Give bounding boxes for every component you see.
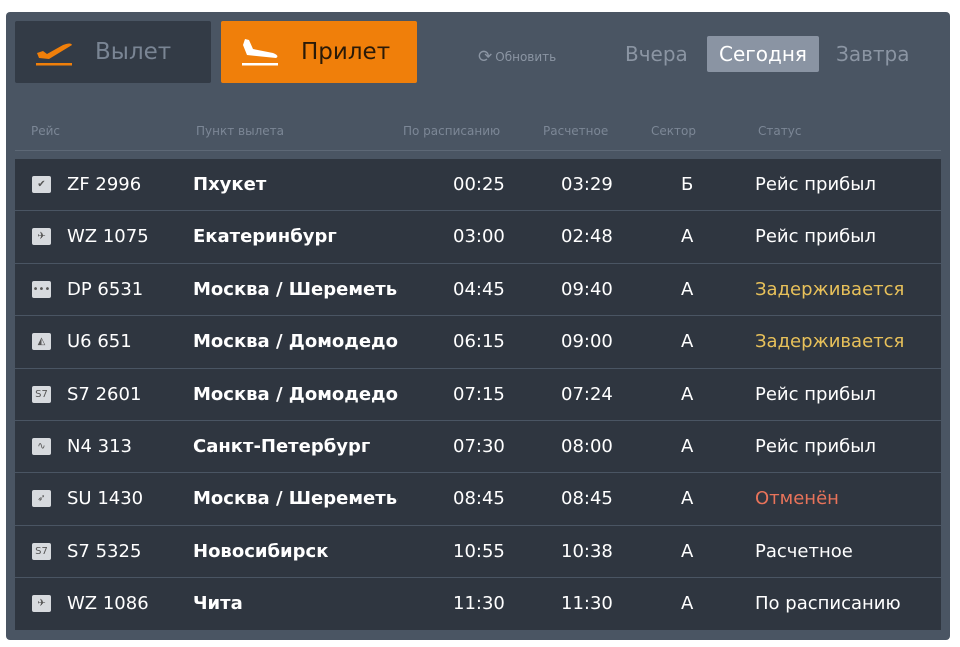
table-row[interactable]: S7 S7 2601 Москва / Домодедово 07:15 07:… [15,368,941,421]
flight-number: WZ 1075 [67,226,149,248]
arrival-plane-icon [242,39,278,66]
origin-city: Пхукет [193,174,267,195]
refresh-icon: ⟳ [478,47,493,67]
flight-number: DP 6531 [67,278,144,300]
estimated-time: 08:45 [561,488,613,510]
col-status: Статус [758,124,802,138]
table-row[interactable]: ◭ U6 651 Москва / Домодедово 06:15 09:00… [15,316,941,369]
flight-number: S7 2601 [67,383,142,405]
col-sector: Сектор [651,124,696,138]
table-row[interactable]: ∿ N4 313 Санкт-Петербург 07:30 08:00 А Р… [15,420,941,474]
flight-number: U6 651 [67,331,132,353]
sector: А [681,593,694,615]
scheduled-time: 10:55 [453,540,505,562]
table-row[interactable]: ✔ ZF 2996 Пхукет 00:25 03:29 Б Рейс приб… [15,159,941,212]
wave-logo-icon: ∿ [32,437,51,455]
scheduled-time: 03:00 [453,226,505,248]
tab-arrival-label: Прилет [301,39,391,65]
status-text: Задерживается [755,278,905,300]
origin-city: Санкт-Петербург [193,435,371,457]
table-row[interactable]: ✈ WZ 1075 Екатеринбург 03:00 02:48 А Рей… [15,211,941,264]
scheduled-time: 00:25 [453,174,505,195]
day-today[interactable]: Сегодня [707,36,819,72]
estimated-time: 09:00 [561,331,613,353]
sector: А [681,278,694,300]
origin-city: Москва / Домодедово [193,331,398,353]
s7-logo-icon: S7 [32,385,51,403]
scheduled-time: 07:15 [453,383,505,405]
scheduled-time: 07:30 [453,435,505,457]
sector: А [681,488,694,510]
table-row[interactable]: ••• DP 6531 Москва / Шереметьево 04:45 0… [15,263,941,317]
plane-logo-icon: ✈ [32,595,51,613]
aeroflot-logo-icon: ➶ [32,490,51,508]
flight-board: Вылет Прилет ⟳ Обновить Вчера Сегодня За… [6,12,950,640]
flight-list: ✔ ZF 2996 Пхукет 00:25 03:29 Б Рейс приб… [15,159,941,631]
departure-plane-icon [36,43,72,66]
origin-city: Новосибирск [193,540,329,562]
status-text: Рейс прибыл [755,383,876,405]
scheduled-time: 08:45 [453,488,505,510]
origin-city: Чита [193,593,243,615]
tab-arrival[interactable]: Прилет [221,21,417,83]
flight-number: S7 5325 [67,540,142,562]
flight-number: ZF 2996 [67,174,142,195]
sector: Б [681,174,694,195]
sector: А [681,383,694,405]
status-text: Задерживается [755,331,905,353]
dots-logo-icon: ••• [32,280,51,298]
status-text: Расчетное [755,540,853,562]
status-text: Рейс прибыл [755,435,876,457]
table-row[interactable]: ➶ SU 1430 Москва / Шереметьево 08:45 08:… [15,473,941,526]
col-origin: Пункт вылета [196,124,284,138]
sector: А [681,226,694,248]
flight-number: SU 1430 [67,488,144,510]
scheduled-time: 06:15 [453,331,505,353]
origin-city: Екатеринбург [193,226,337,248]
status-text: Отменён [755,488,839,510]
refresh-button[interactable]: ⟳ Обновить [478,47,556,67]
plane-logo-icon: ✈ [32,228,51,246]
sector: А [681,331,694,353]
estimated-time: 09:40 [561,278,613,300]
sector: А [681,435,694,457]
refresh-label: Обновить [495,50,557,64]
table-row[interactable]: ✈ WZ 1086 Чита 11:30 11:30 А По расписан… [15,578,941,631]
flight-number: N4 313 [67,435,132,457]
status-text: Рейс прибыл [755,226,876,248]
estimated-time: 10:38 [561,540,613,562]
tab-departure-label: Вылет [95,39,172,65]
tab-departure[interactable]: Вылет [15,21,211,83]
origin-city: Москва / Шереметьево [193,488,398,510]
ural-logo-icon: ◭ [32,333,51,351]
estimated-time: 02:48 [561,226,613,248]
header-divider [15,150,941,151]
col-estimated: Расчетное [543,124,609,138]
sector: А [681,540,694,562]
s7-logo-icon: S7 [32,542,51,560]
table-row[interactable]: S7 S7 5325 Новосибирск 10:55 10:38 А Рас… [15,525,941,579]
status-text: Рейс прибыл [755,174,876,195]
scheduled-time: 04:45 [453,278,505,300]
day-tomorrow[interactable]: Завтра [836,42,910,66]
col-scheduled: По расписанию [403,124,501,138]
flight-number: WZ 1086 [67,593,149,615]
scheduled-time: 11:30 [453,593,505,615]
estimated-time: 08:00 [561,435,613,457]
estimated-time: 03:29 [561,174,613,195]
status-text: По расписанию [755,593,901,615]
estimated-time: 11:30 [561,593,613,615]
origin-city: Москва / Домодедово [193,383,398,405]
check-logo-icon: ✔ [32,176,51,193]
day-yesterday[interactable]: Вчера [625,42,688,66]
estimated-time: 07:24 [561,383,613,405]
origin-city: Москва / Шереметьево [193,278,398,300]
col-flight: Рейс [31,124,61,138]
